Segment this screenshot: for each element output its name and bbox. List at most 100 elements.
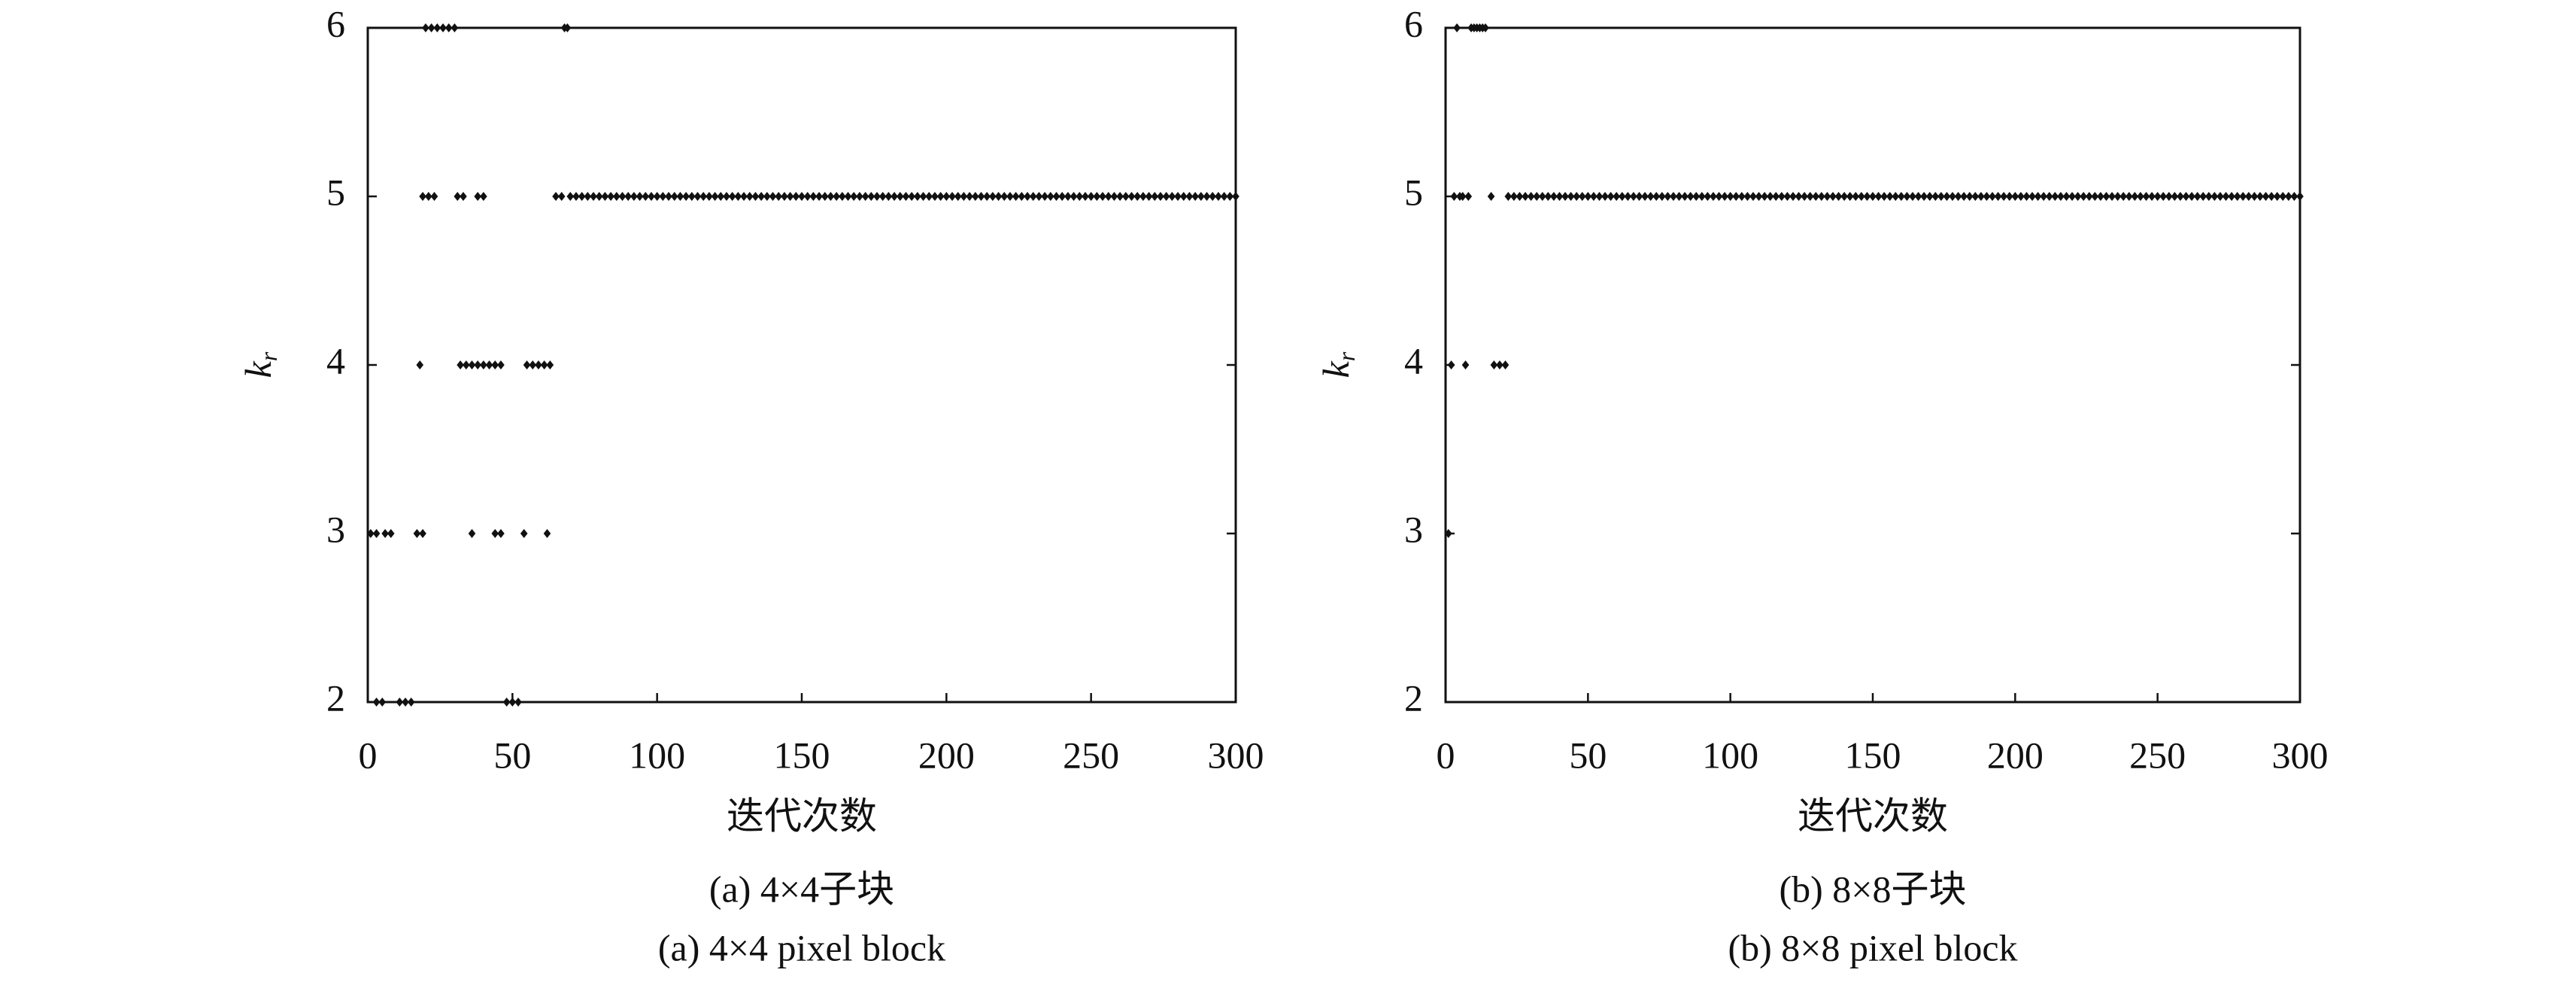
point [1127,192,1136,201]
point [2142,192,2150,201]
caption: (a) 4×4子块 [709,868,894,910]
point [763,192,771,201]
point [1874,192,1883,201]
point [676,192,684,201]
point [1937,192,1945,201]
point [419,529,426,538]
point [1658,192,1666,201]
point [1482,23,1489,32]
point [1018,192,1026,201]
point [1641,192,1649,201]
point [873,192,881,201]
point [1487,192,1495,201]
point [1925,192,1934,201]
point [891,192,898,201]
point [1573,192,1580,201]
point [2040,192,2047,201]
point [1686,192,1695,201]
point [2108,192,2116,201]
point [1595,192,1604,201]
point [1971,192,1980,201]
point [502,698,511,707]
point [1954,192,1962,201]
point [381,529,389,538]
point [809,192,818,201]
point [2177,192,2184,201]
point [1584,192,1592,201]
plot-frame [1444,26,2301,704]
point [2296,192,2304,201]
point [1846,192,1854,201]
point [1613,192,1620,201]
point [2091,192,2099,201]
point [1920,192,1928,201]
point [2022,192,2031,201]
point [2028,192,2036,201]
point [1197,192,1205,201]
x-tick-label: 50 [493,734,531,776]
point [2182,192,2190,201]
point [2268,192,2275,201]
point [815,192,823,201]
point [1000,192,1009,201]
point [1863,192,1871,201]
point [653,192,661,201]
y-tick-label: 2 [1404,676,1423,719]
point [424,192,432,201]
point [1220,192,1228,201]
point [1110,192,1118,201]
point [1755,192,1763,201]
point [474,192,481,201]
point [1070,192,1078,201]
point [2210,192,2219,201]
point [1133,192,1142,201]
point [416,360,424,369]
point [1215,192,1222,201]
point [1914,192,1922,201]
point [983,192,991,201]
point [607,192,614,201]
point [1527,192,1535,201]
point [757,192,765,201]
point [1145,192,1153,201]
point [1209,192,1217,201]
point [1823,192,1831,201]
x-tick-label: 0 [359,734,378,776]
point [705,192,713,201]
point [387,529,395,538]
point [2188,192,2195,201]
point [1692,192,1701,201]
chart: 0 50 100 150 200 250 300 2 3 4 5 6 迭代次数 kr (a) 4×4子块 (a… [237,2,1264,968]
point [1704,192,1712,201]
point [1892,192,1900,201]
point [2199,192,2207,201]
point [1749,192,1757,201]
point [407,698,415,707]
point [485,360,493,369]
point [624,192,632,201]
point [1743,192,1752,201]
point [1444,529,1452,538]
point [1903,192,1911,201]
point [514,698,522,707]
point [1829,192,1837,201]
point [1533,192,1540,201]
point [1607,192,1615,201]
point [367,529,375,538]
point [740,192,748,201]
point [884,192,893,201]
point [1652,192,1661,201]
point [1191,192,1199,201]
point [402,698,409,707]
point [2216,192,2224,201]
point [2290,192,2298,201]
point [454,192,462,201]
point [1715,192,1723,201]
point [491,360,499,369]
point [422,23,429,32]
x-tick-label: 150 [1845,734,1901,776]
point [413,529,421,538]
point [590,192,597,201]
point [1058,192,1066,201]
